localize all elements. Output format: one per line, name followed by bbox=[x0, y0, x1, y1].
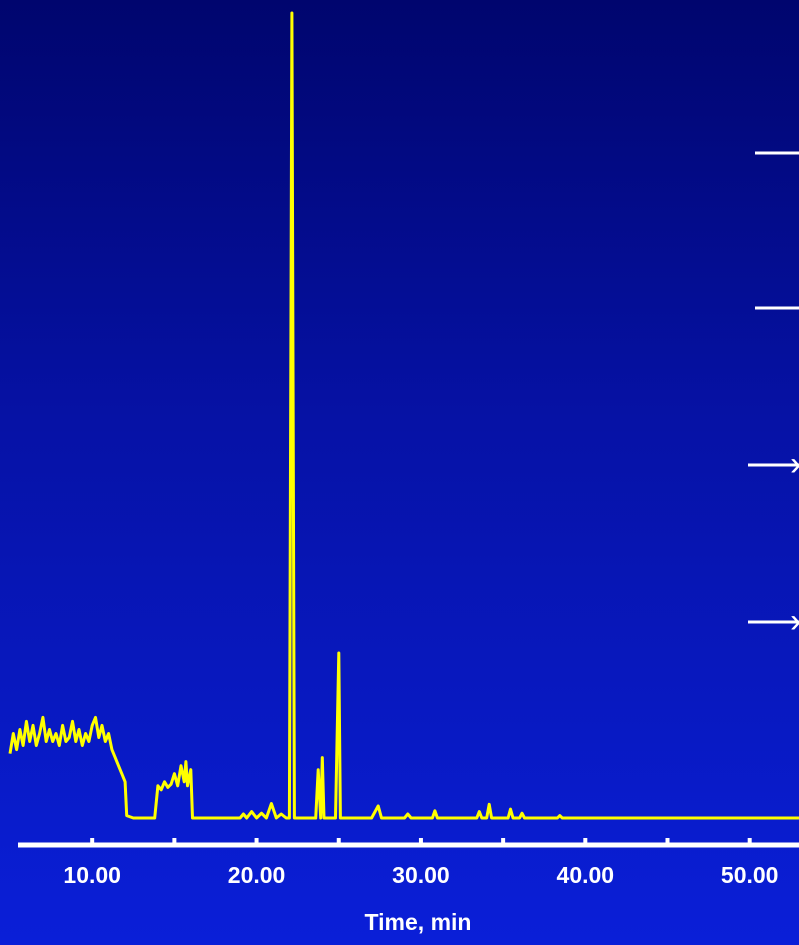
marker-3: › bbox=[748, 445, 799, 483]
x-tick-label: 40.00 bbox=[557, 862, 615, 888]
series-line-1 bbox=[8, 11, 799, 820]
side-markers: ›› bbox=[748, 151, 799, 640]
x-axis-title: Time, min bbox=[365, 909, 472, 935]
x-tick-label: 10.00 bbox=[63, 862, 121, 888]
x-tick-label: 20.00 bbox=[228, 862, 286, 888]
svg-text:›: › bbox=[790, 602, 799, 640]
marker-4: › bbox=[748, 602, 799, 640]
plot-area bbox=[8, 11, 799, 820]
x-axis: 10.00 20.00 30.00 40.00 50.00 bbox=[18, 838, 799, 888]
x-tick-label: 30.00 bbox=[392, 862, 450, 888]
svg-text:›: › bbox=[790, 445, 799, 483]
x-tick-label: 50.00 bbox=[721, 862, 779, 888]
